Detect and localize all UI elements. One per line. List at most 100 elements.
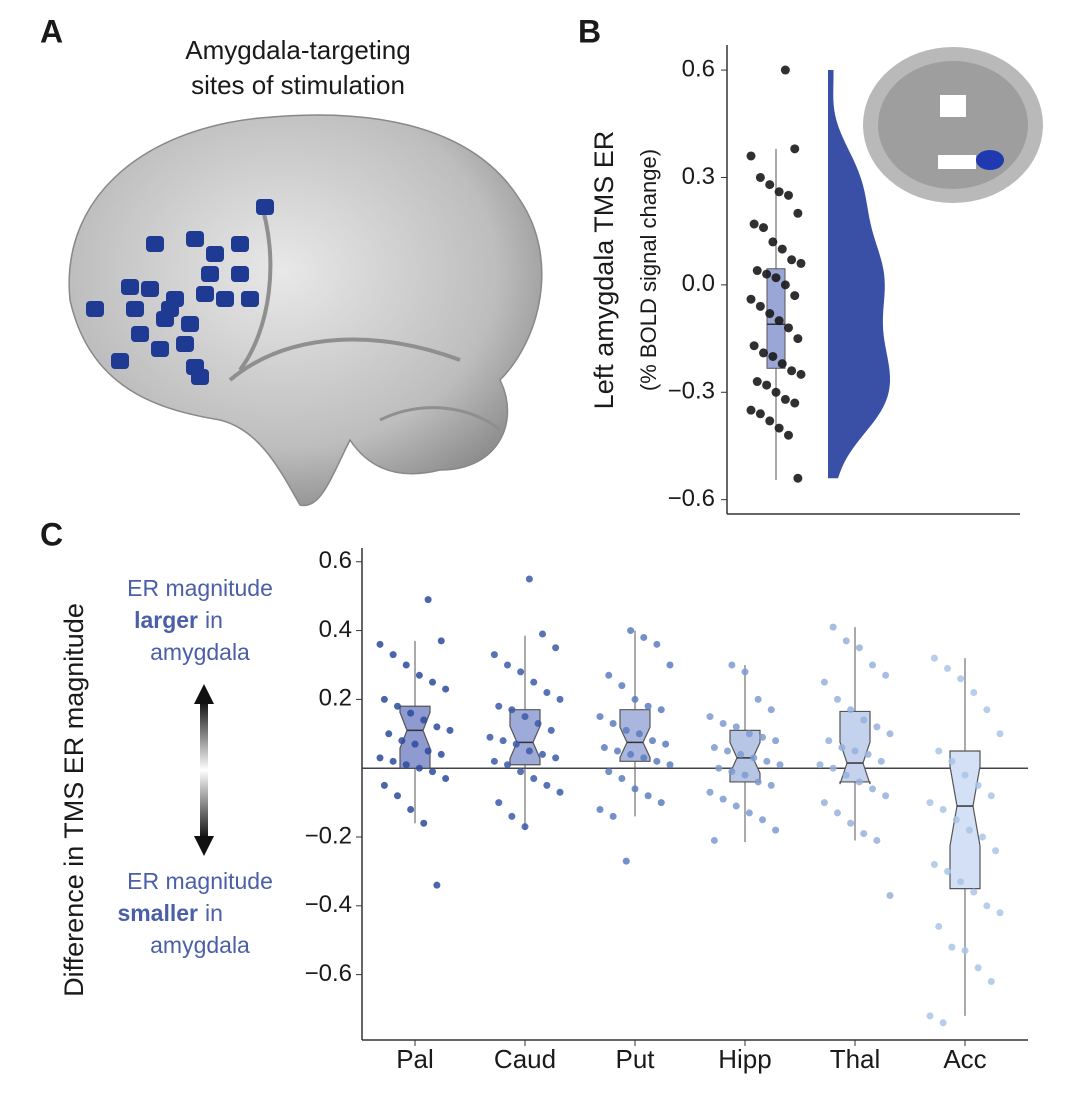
point (765, 180, 775, 190)
point (530, 678, 538, 686)
point (926, 799, 934, 807)
point (543, 781, 551, 789)
point (926, 1012, 934, 1020)
point (768, 351, 778, 361)
point (433, 723, 441, 731)
point (829, 623, 837, 631)
point (961, 771, 969, 779)
point (777, 359, 787, 369)
point (495, 702, 503, 710)
point (627, 750, 635, 758)
point (793, 473, 803, 483)
point (724, 747, 731, 755)
point (596, 805, 604, 813)
point (728, 661, 736, 669)
point (974, 781, 982, 789)
point (983, 902, 991, 910)
point (429, 768, 436, 776)
point (411, 740, 419, 748)
point (728, 768, 736, 776)
point (935, 747, 943, 755)
point (790, 291, 800, 301)
y-tick-label: −0.6 (305, 960, 352, 987)
point (605, 671, 613, 679)
point (851, 747, 859, 755)
point (759, 733, 766, 741)
point (754, 695, 762, 703)
point (970, 689, 978, 697)
point (543, 689, 551, 697)
y-tick-label: 0.6 (319, 547, 352, 574)
point (952, 816, 960, 824)
point (838, 744, 846, 752)
point (644, 792, 652, 800)
point (631, 695, 639, 703)
stimulation-site (121, 279, 139, 295)
point (961, 947, 969, 955)
point (750, 754, 758, 762)
note-line: amygdala (150, 932, 250, 958)
point (710, 836, 718, 844)
point (771, 273, 781, 283)
point (796, 258, 806, 268)
point (834, 695, 841, 703)
point (939, 1019, 947, 1027)
point (437, 750, 445, 758)
point (752, 377, 762, 387)
point (869, 661, 876, 669)
point (784, 323, 793, 333)
point (873, 836, 881, 844)
point (618, 775, 626, 783)
point (376, 754, 384, 762)
stimulation-site (181, 316, 199, 332)
y-tick-label: −0.3 (668, 378, 715, 405)
point (420, 819, 428, 827)
point (762, 269, 772, 279)
y-tick-label: 0.6 (682, 55, 715, 82)
point (767, 706, 775, 714)
point (490, 651, 498, 659)
point (842, 637, 850, 645)
stimulation-site (186, 231, 204, 247)
y-axis-label: Difference in TMS ER magnitude (59, 603, 89, 997)
point (762, 380, 772, 390)
point (759, 223, 768, 233)
point (398, 737, 406, 745)
point (424, 596, 432, 604)
point (790, 398, 800, 408)
point (495, 799, 503, 807)
point (415, 764, 423, 772)
point (394, 792, 401, 800)
stimulation-site (231, 236, 249, 252)
point (787, 366, 797, 376)
point (948, 943, 956, 951)
point (732, 723, 740, 731)
point (715, 764, 723, 772)
point (957, 878, 965, 886)
point (653, 640, 661, 648)
point (772, 826, 780, 834)
point (948, 757, 956, 765)
point (442, 685, 450, 693)
point (539, 630, 546, 638)
point (930, 654, 938, 662)
point (749, 219, 759, 229)
point (499, 737, 507, 745)
point (957, 675, 965, 683)
point (596, 713, 604, 721)
point (869, 785, 876, 793)
point (644, 702, 652, 710)
point (930, 861, 938, 869)
panel-label: A (40, 13, 63, 49)
point (754, 778, 762, 786)
y-tick-label: 0.0 (682, 270, 715, 297)
panel-title: Amygdala-targeting (185, 35, 410, 65)
point (737, 750, 745, 758)
point (979, 833, 986, 841)
point (784, 190, 793, 200)
point (772, 737, 780, 745)
point (763, 757, 771, 765)
point (767, 781, 775, 789)
